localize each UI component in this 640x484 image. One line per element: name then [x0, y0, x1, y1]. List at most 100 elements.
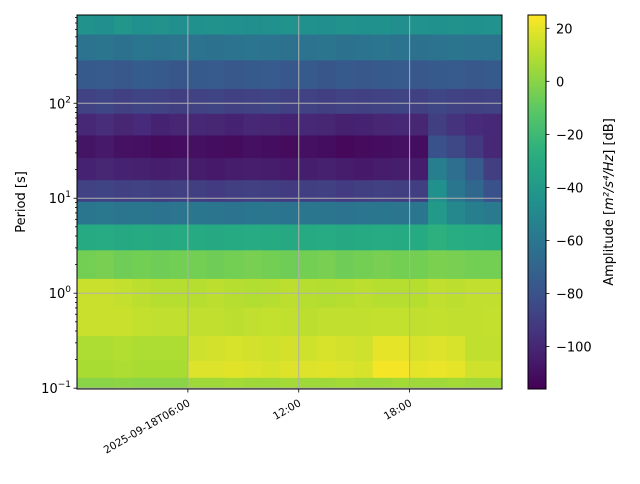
heatmap-cell	[335, 88, 355, 115]
heatmap-cell	[409, 60, 429, 90]
heatmap-cell	[243, 250, 263, 280]
heatmap-cell	[483, 336, 502, 362]
colorbar-ticks: 20 0 −20 −40 −60 −80 −100	[546, 22, 592, 356]
heatmap-cell	[206, 180, 226, 203]
heatmap-cell	[95, 135, 115, 159]
heatmap-cell	[150, 360, 170, 379]
heatmap-cell	[132, 336, 152, 362]
heatmap-cell	[224, 113, 244, 137]
heatmap-cell	[150, 88, 170, 115]
heatmap-cell	[187, 135, 207, 159]
heatmap-cell	[409, 88, 429, 115]
heatmap-cell	[95, 60, 115, 90]
heatmap-cell	[298, 88, 318, 115]
heatmap-cell	[409, 336, 429, 362]
heatmap-cell	[132, 180, 152, 203]
heatmap-cell	[372, 158, 392, 181]
heatmap-cell	[280, 158, 300, 181]
heatmap-cell	[428, 158, 448, 181]
heatmap-cell	[298, 60, 318, 90]
heatmap-cell	[77, 360, 97, 379]
heatmap-cell	[77, 15, 97, 36]
heatmap-cell	[113, 60, 134, 90]
heatmap-cell	[335, 201, 355, 226]
heatmap-cell	[391, 158, 411, 181]
heatmap-cell	[243, 224, 263, 251]
heatmap-cell	[95, 201, 115, 226]
heatmap-cell	[446, 113, 466, 137]
heatmap-cell	[372, 34, 392, 61]
heatmap-cell	[95, 113, 115, 137]
heatmap-cell	[409, 224, 429, 251]
heatmap-cell	[187, 307, 207, 337]
heatmap-cell	[95, 307, 115, 337]
heatmap-cell	[150, 113, 170, 137]
heatmap-cell	[132, 307, 152, 337]
heatmap-cell	[446, 377, 466, 389]
heatmap-cell	[465, 135, 485, 159]
heatmap-cell	[243, 180, 263, 203]
heatmap-cell	[298, 224, 318, 251]
heatmap-cell	[95, 34, 115, 61]
heatmap-cell	[95, 360, 115, 379]
heatmap-cell	[224, 307, 244, 337]
heatmap-cell	[206, 88, 226, 115]
heatmap-cell	[280, 360, 300, 379]
heatmap-cell	[169, 377, 189, 389]
heatmap-cell	[280, 201, 300, 226]
heatmap-cell	[132, 88, 152, 115]
heatmap-cell	[261, 336, 281, 362]
heatmap-cell	[113, 307, 134, 337]
heatmap-cell	[224, 360, 244, 379]
heatmap-cell	[187, 34, 207, 61]
heatmap-cell	[261, 88, 281, 115]
heatmap-cell	[261, 180, 281, 203]
heatmap-cell	[317, 113, 337, 137]
heatmap-cell	[243, 135, 263, 159]
heatmap-cell	[465, 88, 485, 115]
colorbar-tick-label: −60	[556, 234, 583, 249]
heatmap-cell	[335, 224, 355, 251]
heatmap-cell	[446, 307, 466, 337]
heatmap-cell	[298, 180, 318, 203]
heatmap-cell	[354, 377, 374, 389]
heatmap-cell	[150, 224, 170, 251]
heatmap-cell	[446, 88, 466, 115]
heatmap-cell	[187, 15, 207, 36]
heatmap-cell	[169, 180, 189, 203]
heatmap-cell	[187, 336, 207, 362]
heatmap-cell	[243, 60, 263, 90]
colorbar	[527, 14, 547, 390]
heatmap-cell	[298, 307, 318, 337]
heatmap-cell	[113, 360, 134, 379]
heatmap-cell	[354, 180, 374, 203]
heatmap-cell	[409, 180, 429, 203]
heatmap-cell	[261, 377, 281, 389]
heatmap-cell	[224, 135, 244, 159]
heatmap-cell	[113, 34, 134, 61]
heatmap-cell	[372, 88, 392, 115]
heatmap-cell	[187, 88, 207, 115]
heatmap-cell	[317, 88, 337, 115]
heatmap-cell	[409, 158, 429, 181]
heatmap-cell	[169, 135, 189, 159]
heatmap-cell	[224, 15, 244, 36]
heatmap-cell	[113, 15, 134, 36]
heatmap-cell	[95, 336, 115, 362]
heatmap-cell	[298, 34, 318, 61]
heatmap-cell	[150, 34, 170, 61]
heatmap-cell	[243, 34, 263, 61]
x-tick-label: 18:00	[382, 397, 414, 423]
y-tick-label: 10−1	[41, 380, 71, 397]
heatmap-cell	[113, 113, 134, 137]
heatmap-cell	[261, 224, 281, 251]
heatmap-cell	[169, 336, 189, 362]
heatmap-cell	[113, 201, 134, 226]
heatmap-cell	[95, 377, 115, 389]
heatmap-cell	[446, 224, 466, 251]
heatmap-cell	[391, 377, 411, 389]
heatmap-cell	[372, 60, 392, 90]
heatmap-cell	[187, 224, 207, 251]
heatmap-cell	[465, 113, 485, 137]
heatmap-cell	[113, 250, 134, 280]
